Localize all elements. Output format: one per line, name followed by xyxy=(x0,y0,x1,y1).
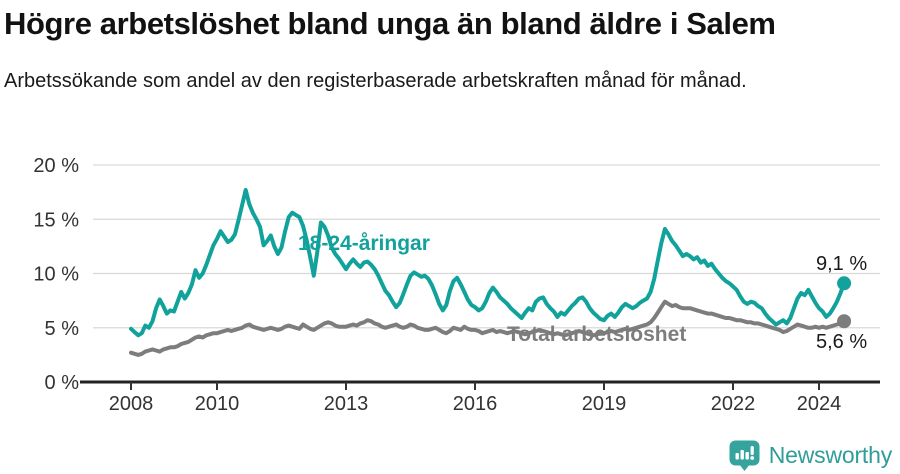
youth-end-value: 9,1 % xyxy=(816,253,867,275)
youth-series-label: 18-24-åringar xyxy=(298,232,430,255)
x-tick-label: 2016 xyxy=(453,393,498,415)
total-end-dot xyxy=(837,314,852,329)
brand-name: Newsworthy xyxy=(768,442,892,468)
x-tick-label: 2019 xyxy=(582,393,627,415)
x-tick-label: 2013 xyxy=(324,393,369,415)
y-tick-label: 10 % xyxy=(33,264,79,286)
chart-subtitle: Arbetssökande som andel av den registerb… xyxy=(4,69,747,92)
total-series-label: Total arbetslöshet xyxy=(507,323,686,346)
x-tick-label: 2010 xyxy=(195,393,240,415)
bar-chart-pin-icon xyxy=(729,440,760,471)
total-line xyxy=(129,299,847,357)
x-tick-label: 2024 xyxy=(797,393,842,415)
total-end-value: 5,6 % xyxy=(816,331,867,353)
chart-title: Högre arbetslöshet bland unga än bland ä… xyxy=(4,6,776,41)
youth-line xyxy=(129,188,847,338)
y-tick-label: 20 % xyxy=(33,155,79,177)
newsworthy-logo: Newsworthy xyxy=(729,440,892,471)
x-tick-label: 2008 xyxy=(109,393,154,415)
y-tick-label: 15 % xyxy=(33,209,79,231)
y-tick-label: 0 % xyxy=(45,372,80,394)
youth-end-dot xyxy=(837,276,852,291)
x-tick-label: 2022 xyxy=(711,393,756,415)
chart-header: Högre arbetslöshet bland unga än bland ä… xyxy=(0,0,780,97)
y-tick-label: 5 % xyxy=(45,318,80,340)
